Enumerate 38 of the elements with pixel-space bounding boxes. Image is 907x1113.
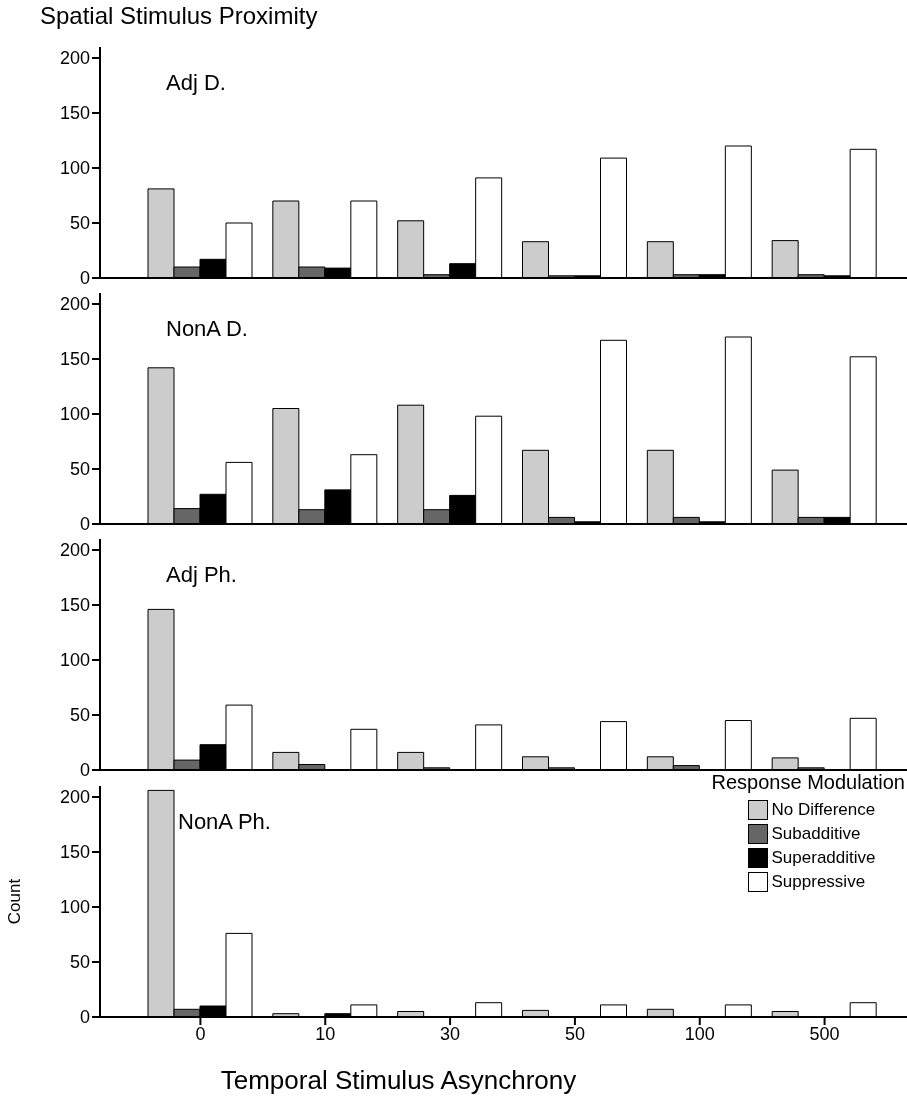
x-tick-label: 30 bbox=[440, 1023, 461, 1044]
y-tick-label: 200 bbox=[59, 787, 90, 808]
x-tick-label: 10 bbox=[315, 1023, 336, 1044]
y-tick-label: 0 bbox=[79, 760, 90, 781]
chart-title: Spatial Stimulus Proximity bbox=[40, 2, 318, 30]
y-tick-label: 100 bbox=[59, 158, 90, 179]
legend-label: No Difference bbox=[771, 800, 876, 820]
x-tick-label: 50 bbox=[564, 1023, 585, 1044]
y-tick-label: 0 bbox=[79, 268, 90, 289]
y-tick-label: 50 bbox=[69, 952, 90, 973]
x-axis-title: Temporal Stimulus Asynchrony bbox=[220, 1065, 577, 1095]
y-tick-label: 150 bbox=[59, 595, 90, 616]
legend-label: Superadditive bbox=[771, 848, 876, 868]
y-tick-label: 50 bbox=[69, 459, 90, 480]
text: Adj Ph. bbox=[166, 562, 237, 588]
y-tick-label: 200 bbox=[59, 294, 90, 315]
text: NonA Ph. bbox=[178, 809, 271, 835]
legend-label: Subadditive bbox=[771, 824, 861, 844]
y-tick-label: 100 bbox=[59, 404, 90, 425]
y-tick-label: 200 bbox=[59, 48, 90, 69]
y-tick-label: 50 bbox=[69, 213, 90, 234]
y-tick-label: 200 bbox=[59, 540, 90, 561]
x-tick-label: 0 bbox=[195, 1023, 206, 1044]
y-tick-label: 150 bbox=[59, 349, 90, 370]
y-tick-label: 0 bbox=[79, 514, 90, 535]
x-tick-label: 500 bbox=[809, 1023, 840, 1044]
legend-title: Response Modulation bbox=[711, 771, 905, 794]
text: Adj D. bbox=[166, 70, 226, 96]
y-tick-label: 150 bbox=[59, 842, 90, 863]
y-tick-label: 0 bbox=[79, 1007, 90, 1028]
text: NonA D. bbox=[166, 316, 248, 342]
legend-label: Suppressive bbox=[771, 872, 866, 892]
y-tick-label: 50 bbox=[69, 705, 90, 726]
x-tick-label: 100 bbox=[684, 1023, 715, 1044]
y-axis-title: Count bbox=[5, 878, 25, 925]
y-tick-label: 100 bbox=[59, 650, 90, 671]
y-tick-label: 100 bbox=[59, 897, 90, 918]
y-tick-label: 150 bbox=[59, 103, 90, 124]
